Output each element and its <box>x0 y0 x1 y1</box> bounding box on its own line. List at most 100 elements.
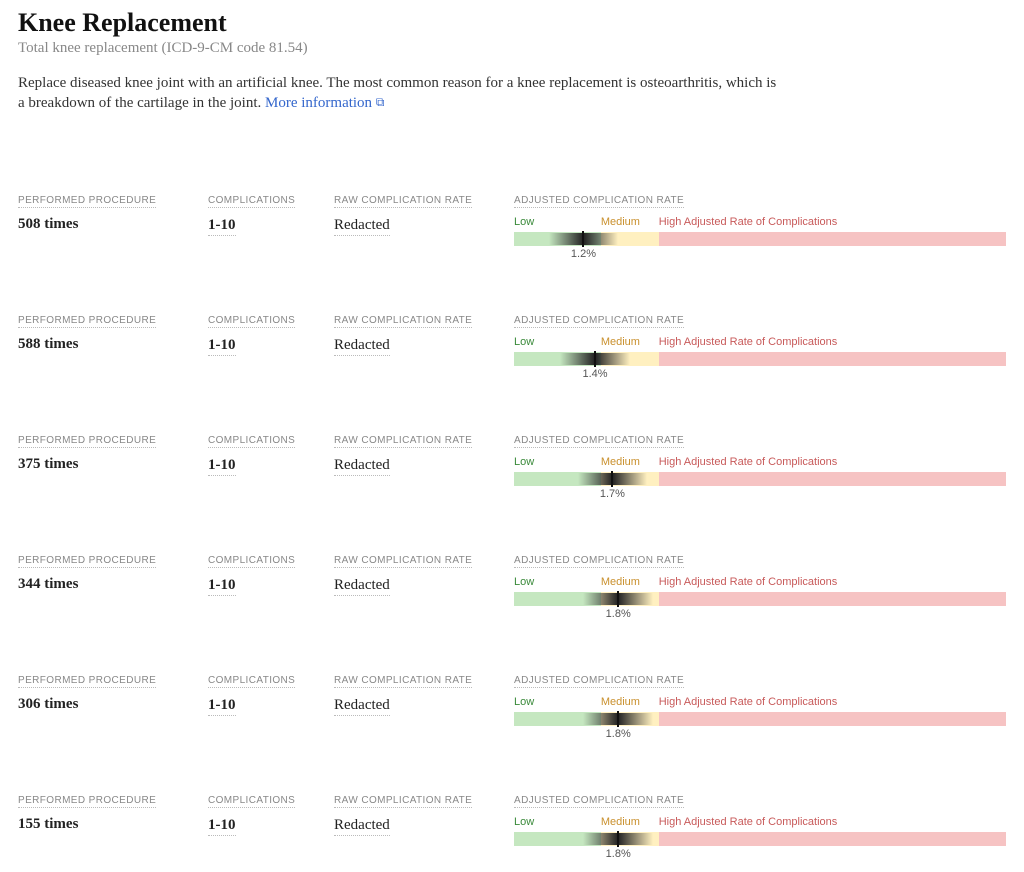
raw-rate-label: RAW COMPLICATION RATE <box>334 555 472 568</box>
legend-medium: Medium <box>601 216 640 228</box>
rate-legend: Low Medium High Adjusted Rate of Complicat… <box>514 216 1006 230</box>
raw-rate-label: RAW COMPLICATION RATE <box>334 195 472 208</box>
legend-high: High Adjusted Rate of Complications <box>659 456 838 468</box>
rate-bar: 1.8% <box>514 712 1006 726</box>
adjusted-rate-label: ADJUSTED COMPLICATION RATE <box>514 435 684 448</box>
legend-high: High Adjusted Rate of Complications <box>659 216 838 228</box>
table-row: PERFORMED PROCEDURE 375 times COMPLICATION… <box>18 384 1006 504</box>
adjusted-rate-label: ADJUSTED COMPLICATION RATE <box>514 195 684 208</box>
external-link-icon: ⧉ <box>376 95 385 109</box>
zone-low <box>514 592 601 606</box>
rate-bar: 1.8% <box>514 592 1006 606</box>
rate-value: 1.7% <box>600 488 625 500</box>
performed-procedure-label: PERFORMED PROCEDURE <box>18 195 156 208</box>
rate-value: 1.8% <box>606 608 631 620</box>
zone-high <box>659 232 1006 246</box>
zone-medium <box>601 232 659 246</box>
zone-low <box>514 472 601 486</box>
rate-marker <box>594 351 596 367</box>
legend-high: High Adjusted Rate of Complications <box>659 576 838 588</box>
legend-medium: Medium <box>601 816 640 828</box>
table-row: PERFORMED PROCEDURE344 timesCOMPLICATION… <box>18 504 1006 624</box>
legend-low: Low <box>514 456 534 468</box>
adjusted-rate-label: ADJUSTED COMPLICATION RATE <box>514 555 684 568</box>
raw-rate-label: RAW COMPLICATION RATE <box>334 675 472 688</box>
zone-medium <box>601 352 659 366</box>
performed-procedure-value: 344 times <box>18 576 188 593</box>
raw-rate-value: Redacted <box>334 817 390 836</box>
rate-bar: 1.7% <box>514 472 1006 486</box>
table-row: PERFORMED PROCEDURE 508 times COMPLICATION… <box>18 144 1006 264</box>
complications-label: COMPLICATIONS <box>208 435 295 448</box>
zone-high <box>659 712 1006 726</box>
legend-medium: Medium <box>601 456 640 468</box>
surgeon-table: PERFORMED PROCEDURE 508 times COMPLICATION… <box>18 144 1006 864</box>
zone-high <box>659 592 1006 606</box>
performed-procedure-label: PERFORMED PROCEDURE <box>18 795 156 808</box>
zone-medium <box>601 592 659 606</box>
procedure-description: Replace diseased knee joint with an arti… <box>18 73 778 114</box>
legend-high: High Adjusted Rate of Complications <box>659 696 838 708</box>
performed-procedure-label: PERFORMED PROCEDURE <box>18 675 156 688</box>
adjusted-rate-label: ADJUSTED COMPLICATION RATE <box>514 675 684 688</box>
table-row: PERFORMED PROCEDURE588 timesCOMPLICATION… <box>18 264 1006 384</box>
complications-value: 1-10 <box>208 457 236 476</box>
legend-low: Low <box>514 336 534 348</box>
rate-value: 1.4% <box>582 368 607 380</box>
raw-rate-value: Redacted <box>334 697 390 716</box>
table-row: PERFORMED PROCEDURE 306 times COMPLICATION… <box>18 624 1006 744</box>
complications-value: 1-10 <box>208 577 236 596</box>
performed-procedure-value: 375 times <box>18 456 188 473</box>
rate-value: 1.2% <box>571 248 596 260</box>
page-title: Knee Replacement <box>18 8 1006 38</box>
rate-value: 1.8% <box>606 848 631 860</box>
legend-high: High Adjusted Rate of Complications <box>659 336 838 348</box>
complications-value: 1-10 <box>208 337 236 356</box>
rate-marker <box>617 831 619 847</box>
complications-value: 1-10 <box>208 697 236 716</box>
rate-legend: Low Medium High Adjusted Rate of Complicat… <box>514 456 1006 470</box>
zone-low <box>514 712 601 726</box>
zone-high <box>659 352 1006 366</box>
complications-label: COMPLICATIONS <box>208 795 295 808</box>
performed-procedure-value: 508 times <box>18 216 188 233</box>
table-row: PERFORMED PROCEDURE 155 times COMPLICATION… <box>18 744 1006 864</box>
complications-label: COMPLICATIONS <box>208 315 295 328</box>
adjusted-rate-label: ADJUSTED COMPLICATION RATE <box>514 795 684 808</box>
raw-rate-label: RAW COMPLICATION RATE <box>334 315 472 328</box>
performed-procedure-label: PERFORMED PROCEDURE <box>18 315 156 328</box>
complications-label: COMPLICATIONS <box>208 555 295 568</box>
zone-medium <box>601 712 659 726</box>
zone-low <box>514 352 601 366</box>
rate-marker <box>611 471 613 487</box>
legend-low: Low <box>514 216 534 228</box>
performed-procedure-value: 306 times <box>18 696 188 713</box>
performed-procedure-value: 155 times <box>18 816 188 833</box>
rate-bar: 1.4% <box>514 352 1006 366</box>
zone-medium <box>601 472 659 486</box>
more-information-link[interactable]: More information ⧉ <box>265 95 384 111</box>
rate-bar: 1.2% <box>514 232 1006 246</box>
complications-value: 1-10 <box>208 817 236 836</box>
zone-high <box>659 472 1006 486</box>
raw-rate-value: Redacted <box>334 457 390 476</box>
rate-legend: Low Medium High Adjusted Rate of Complicat… <box>514 336 1006 350</box>
rate-legend: LowMediumHigh Adjusted Rate of Complicat… <box>514 696 1006 710</box>
rate-legend: LowMediumHigh Adjusted Rate of Complicat… <box>514 576 1006 590</box>
complications-value: 1-10 <box>208 217 236 236</box>
raw-rate-value: Redacted <box>334 577 390 596</box>
legend-medium: Medium <box>601 696 640 708</box>
adjusted-rate-label: ADJUSTED COMPLICATION RATE <box>514 315 684 328</box>
legend-medium: Medium <box>601 576 640 588</box>
page-subtitle: Total knee replacement (ICD-9-CM code 81… <box>18 40 1006 57</box>
complications-label: COMPLICATIONS <box>208 195 295 208</box>
more-info-text: More information <box>265 95 372 111</box>
complications-label: COMPLICATIONS <box>208 675 295 688</box>
raw-rate-value: Redacted <box>334 217 390 236</box>
legend-medium: Medium <box>601 336 640 348</box>
performed-procedure-label: PERFORMED PROCEDURE <box>18 435 156 448</box>
raw-rate-label: RAW COMPLICATION RATE <box>334 435 472 448</box>
rate-value: 1.8% <box>606 728 631 740</box>
rate-marker <box>617 711 619 727</box>
zone-low <box>514 232 601 246</box>
